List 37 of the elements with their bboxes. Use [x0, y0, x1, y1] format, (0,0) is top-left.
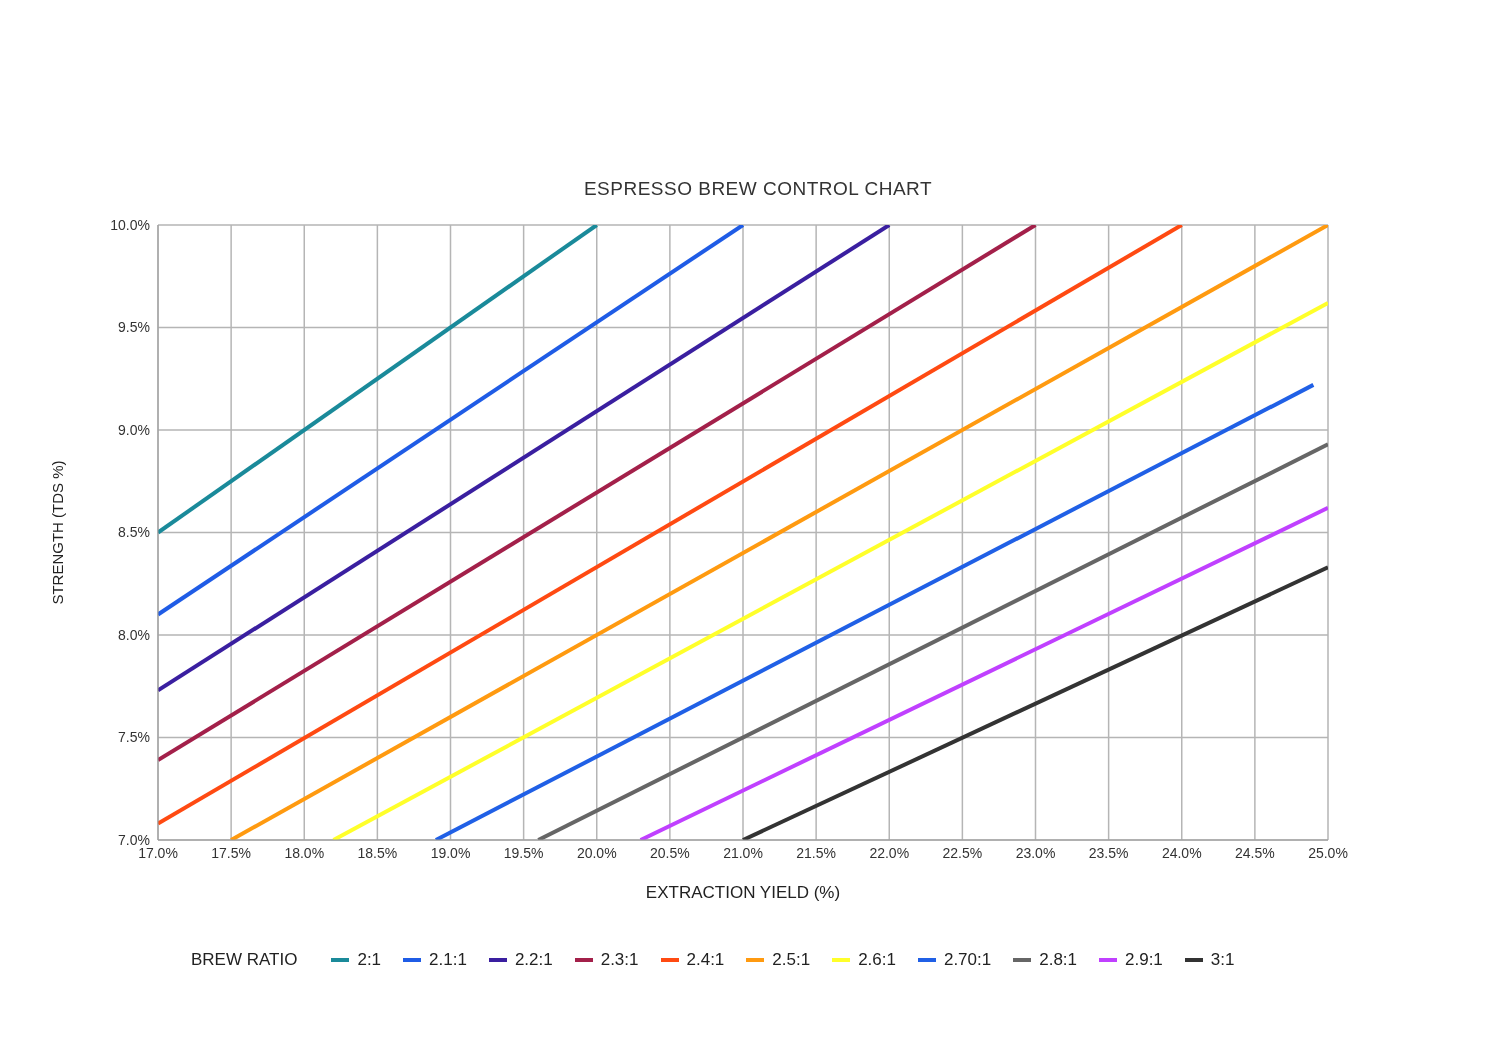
legend-label: 2.2:1 [514, 950, 553, 970]
y-tick-label: 9.0% [118, 421, 150, 438]
y-axis-title: STRENGTH (TDS %) [49, 460, 67, 605]
legend-label: 2.70:1 [943, 950, 992, 970]
legend-label: 2.8:1 [1039, 950, 1078, 970]
y-tick-label: 10.0% [110, 216, 150, 233]
x-tick-label: 25.0% [1308, 844, 1348, 861]
y-tick-label: 8.0% [118, 626, 150, 643]
x-tick-label: 21.5% [796, 844, 836, 861]
x-tick-label: 22.0% [869, 844, 910, 861]
legend-label: 2.1:1 [429, 950, 467, 970]
x-tick-label: 20.0% [576, 844, 617, 861]
x-tick-label: 21.0% [723, 844, 763, 861]
legend-label: 2.5:1 [772, 950, 811, 970]
legend-label: 3:1 [1210, 950, 1235, 970]
x-tick-label: 23.5% [1088, 844, 1129, 861]
legend-label: 2.4:1 [686, 950, 725, 970]
x-tick-label: 20.5% [650, 844, 690, 861]
y-tick-label: 7.5% [118, 729, 150, 746]
y-tick-label: 9.5% [118, 319, 150, 336]
x-tick-label: 22.5% [942, 844, 983, 861]
x-tick-label: 19.0% [430, 844, 471, 861]
x-tick-label: 18.5% [357, 844, 398, 861]
x-tick-label: 24.5% [1235, 844, 1275, 861]
x-axis-title: EXTRACTION YIELD (%) [645, 883, 841, 902]
legend-label: 2.3:1 [600, 950, 639, 970]
legend-title: BREW RATIO [191, 950, 298, 970]
legend-label: 2.6:1 [858, 950, 896, 970]
chart-title: ESPRESSO BREW CONTROL CHART [582, 178, 934, 200]
legend-label: 2:1 [357, 950, 382, 970]
x-tick-label: 18.0% [284, 844, 325, 861]
x-tick-label: 17.5% [211, 844, 251, 861]
y-tick-label: 8.5% [118, 524, 150, 541]
legend-label: 2.9:1 [1125, 950, 1163, 970]
x-tick-label: 19.5% [503, 844, 544, 861]
x-tick-label: 24.0% [1161, 844, 1202, 861]
x-tick-label: 23.0% [1015, 844, 1056, 861]
